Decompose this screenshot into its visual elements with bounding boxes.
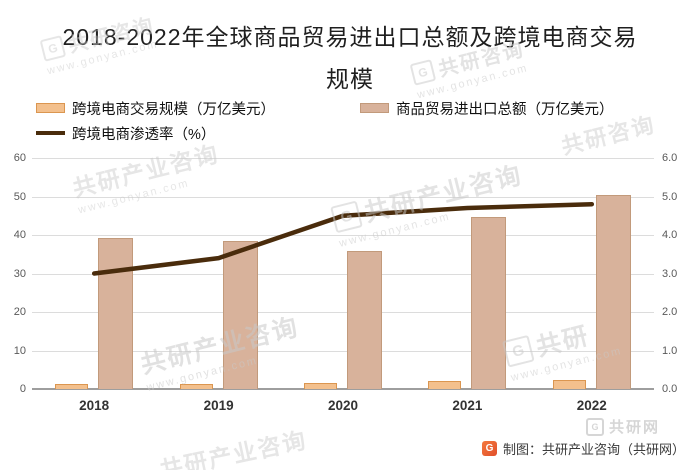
y-axis-label-left: 30 — [13, 267, 26, 280]
gridline — [32, 235, 654, 236]
bar-trade — [471, 216, 507, 389]
y-axis-label-left: 0 — [19, 383, 26, 395]
bar-ecommerce — [552, 379, 586, 389]
brand-logo-icon: G — [482, 441, 497, 456]
gridline — [32, 196, 654, 198]
y-axis-label-left: 60 — [13, 152, 26, 164]
legend-label-ecommerce: 跨境电商交易规模（万亿美元） — [72, 101, 275, 118]
y-axis-label-right: 3.0 — [662, 267, 678, 280]
legend-label-penetration: 跨境电商渗透率（%） — [72, 126, 216, 143]
y-axis-label-right: 5.0 — [662, 190, 678, 203]
legend-swatch-ecommerce-icon — [36, 103, 65, 113]
legend-swatch-trade-icon — [360, 103, 389, 113]
y-axis-label-left: 50 — [13, 190, 26, 203]
gridline — [32, 350, 654, 352]
y-axis-label-left: 10 — [13, 344, 26, 357]
legend-swatch-penetration-line-icon — [36, 131, 65, 135]
legend-item-penetration: 跨境电商渗透率（%） — [36, 124, 216, 143]
y-axis-label-right: 1.0 — [662, 344, 678, 357]
gridline — [32, 158, 654, 159]
y-axis-label-left: 20 — [13, 306, 26, 318]
y-axis-label-right: 6.0 — [662, 152, 678, 164]
legend-item-trade: 商品贸易进出口总额（万亿美元） — [360, 99, 614, 118]
bar-trade — [347, 251, 382, 389]
bar-ecommerce — [428, 380, 462, 389]
bar-ecommerce — [304, 382, 337, 389]
bar-trade — [222, 240, 258, 389]
y-axis-label-right: 4.0 — [662, 229, 678, 241]
footer-credit: G 制图：共研产业咨询（共研网） — [482, 439, 685, 458]
gridline — [32, 312, 654, 313]
y-axis-label-right: 0.0 — [662, 383, 678, 395]
chart-title-line-1: 2018-2022年全球商品贸易进出口总额及跨境电商交易 — [62, 24, 638, 50]
y-axis-label-left: 40 — [13, 229, 26, 241]
x-axis-label: 2022 — [576, 398, 607, 413]
bar-trade — [98, 237, 134, 389]
legend-label-trade: 商品贸易进出口总额（万亿美元） — [396, 101, 614, 118]
bar-ecommerce — [179, 383, 213, 389]
y-axis-label-right: 2.0 — [662, 306, 678, 318]
x-axis-label: 2019 — [203, 398, 234, 413]
x-axis-label: 2018 — [79, 398, 110, 413]
x-axis-label: 2021 — [452, 398, 483, 413]
bar-ecommerce — [55, 384, 89, 389]
x-axis-label: 2020 — [327, 398, 359, 413]
legend-item-ecommerce: 跨境电商交易规模（万亿美元） — [36, 99, 275, 118]
footer-credit-text: 制图：共研产业咨询（共研网） — [503, 442, 686, 457]
bar-trade — [595, 194, 631, 389]
chart-title-line-2: 规模 — [326, 66, 374, 92]
x-axis-line — [32, 388, 654, 390]
